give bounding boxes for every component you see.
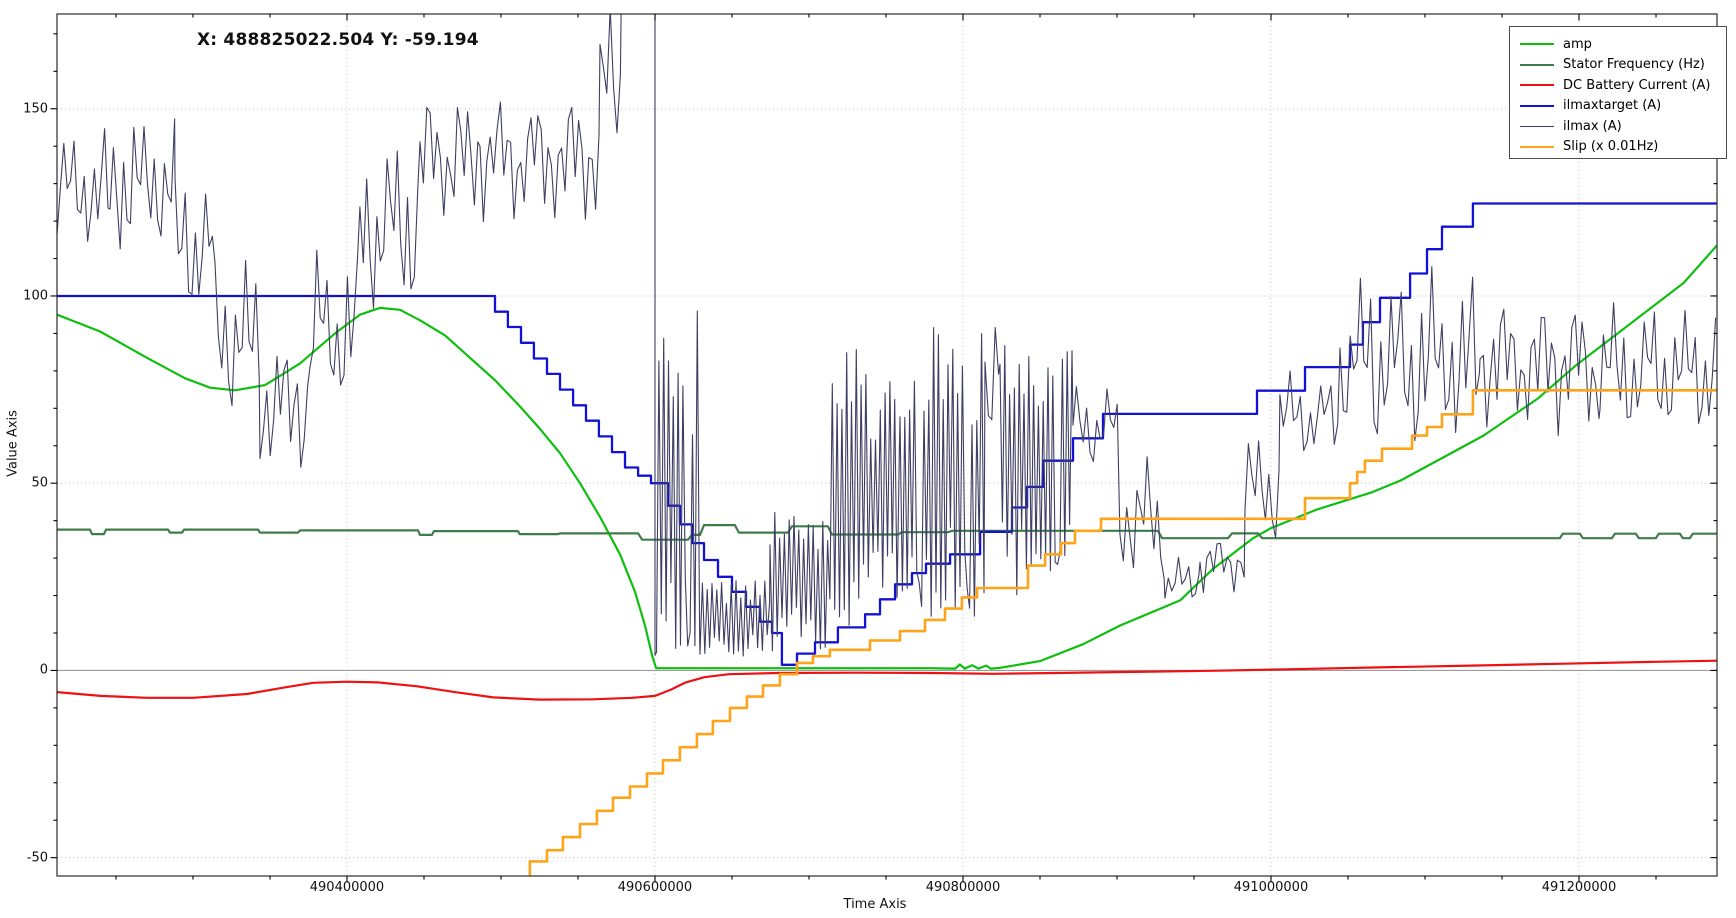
series-group — [57, 14, 1717, 876]
x-tick-label: 490600000 — [617, 880, 693, 895]
legend-item-ilmax-a: ilmax (A) — [1520, 116, 1720, 137]
series-stator-frequency-hz-line — [57, 523, 1717, 541]
legend-swatch — [1520, 63, 1554, 66]
legend-label: Slip (x 0.01Hz) — [1563, 139, 1659, 155]
legend-swatch — [1520, 84, 1554, 87]
legend-swatch — [1520, 104, 1554, 107]
y-tick-label: 150 — [23, 101, 48, 117]
y-tick-label: 50 — [31, 475, 48, 491]
cursor-readout: X: 488825022.504 Y: -59.194 — [197, 30, 479, 50]
legend-item-stator-frequency-hz: Stator Frequency (Hz) — [1520, 55, 1720, 76]
legend-label: DC Battery Current (A) — [1563, 77, 1711, 93]
legend-item-amp: amp — [1520, 34, 1720, 55]
series-ilmax-a-line — [57, 14, 1717, 657]
legend-item-ilmaxtarget-a: ilmaxtarget (A) — [1520, 96, 1720, 117]
legend-swatch — [1520, 43, 1554, 46]
y-tick-label: -50 — [26, 850, 48, 866]
series-slip-x-0-01hz-line — [528, 388, 1717, 876]
x-axis-label: Time Axis — [843, 897, 907, 912]
x-tick-label: 490400000 — [309, 880, 385, 895]
legend-swatch — [1520, 125, 1554, 127]
legend-label: amp — [1563, 36, 1592, 52]
legend-item-slip-x-0-01hz: Slip (x 0.01Hz) — [1520, 137, 1720, 158]
legend: amp Stator Frequency (Hz) DC Battery Curre… — [1509, 26, 1727, 159]
plot-border — [56, 13, 1718, 877]
series-ilmaxtarget-a-line — [57, 202, 1717, 666]
y-tick-label: 0 — [39, 662, 48, 678]
legend-label: Stator Frequency (Hz) — [1563, 57, 1705, 73]
x-tick-label: 491200000 — [1541, 880, 1617, 895]
series-amp-line — [57, 244, 1717, 670]
x-tick-label: 491000000 — [1233, 880, 1309, 895]
legend-item-dc-battery-current-a: DC Battery Current (A) — [1520, 75, 1720, 96]
x-tick-label: 490800000 — [925, 880, 1001, 895]
legend-label: ilmax (A) — [1563, 118, 1622, 134]
legend-label: ilmaxtarget (A) — [1563, 98, 1662, 114]
legend-swatch — [1520, 145, 1554, 148]
series-dc-battery-current-a-line — [57, 659, 1717, 701]
y-tick-label: 100 — [23, 288, 48, 304]
